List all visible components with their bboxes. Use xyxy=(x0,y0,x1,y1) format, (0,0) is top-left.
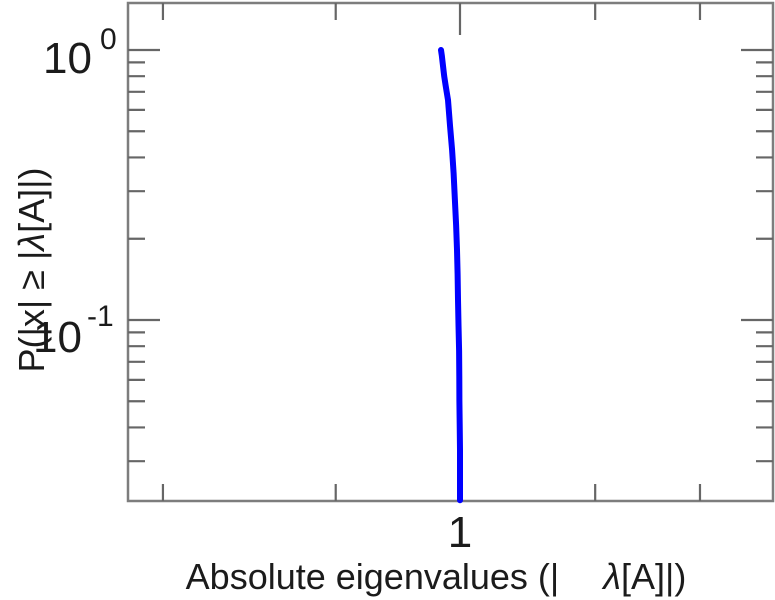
x-axis-label: Absolute eigenvalues (| λ[A]|) xyxy=(186,556,687,597)
axis-ticks xyxy=(128,3,773,501)
y-axis-label: P(|x| ≥ |λ[A]|) xyxy=(11,168,52,373)
x-tick-label-1: 1 xyxy=(448,508,472,557)
y-axis-label-prefix: P(|x| ≥ | xyxy=(11,251,52,373)
x-axis-label-suffix: [A]|) xyxy=(621,556,686,597)
plot-area xyxy=(126,1,775,503)
y-axis-label-lambda: λ xyxy=(11,233,52,253)
y-axis-label-suffix: [A]|) xyxy=(11,168,52,233)
x-axis-label-prefix: Absolute eigenvalues (| xyxy=(186,556,560,597)
y-tick-label-1-exponent: 0 xyxy=(100,23,117,56)
y-tick-label-0.1-base: 10 xyxy=(33,313,82,362)
x-axis-label-lambda: λ xyxy=(601,556,621,597)
ccdf-curve-line xyxy=(438,47,463,504)
ccdf-curve xyxy=(438,47,463,504)
y-tick-label-0.1-exponent: -1 xyxy=(87,300,114,333)
y-tick-label-1-base: 10 xyxy=(43,34,92,83)
